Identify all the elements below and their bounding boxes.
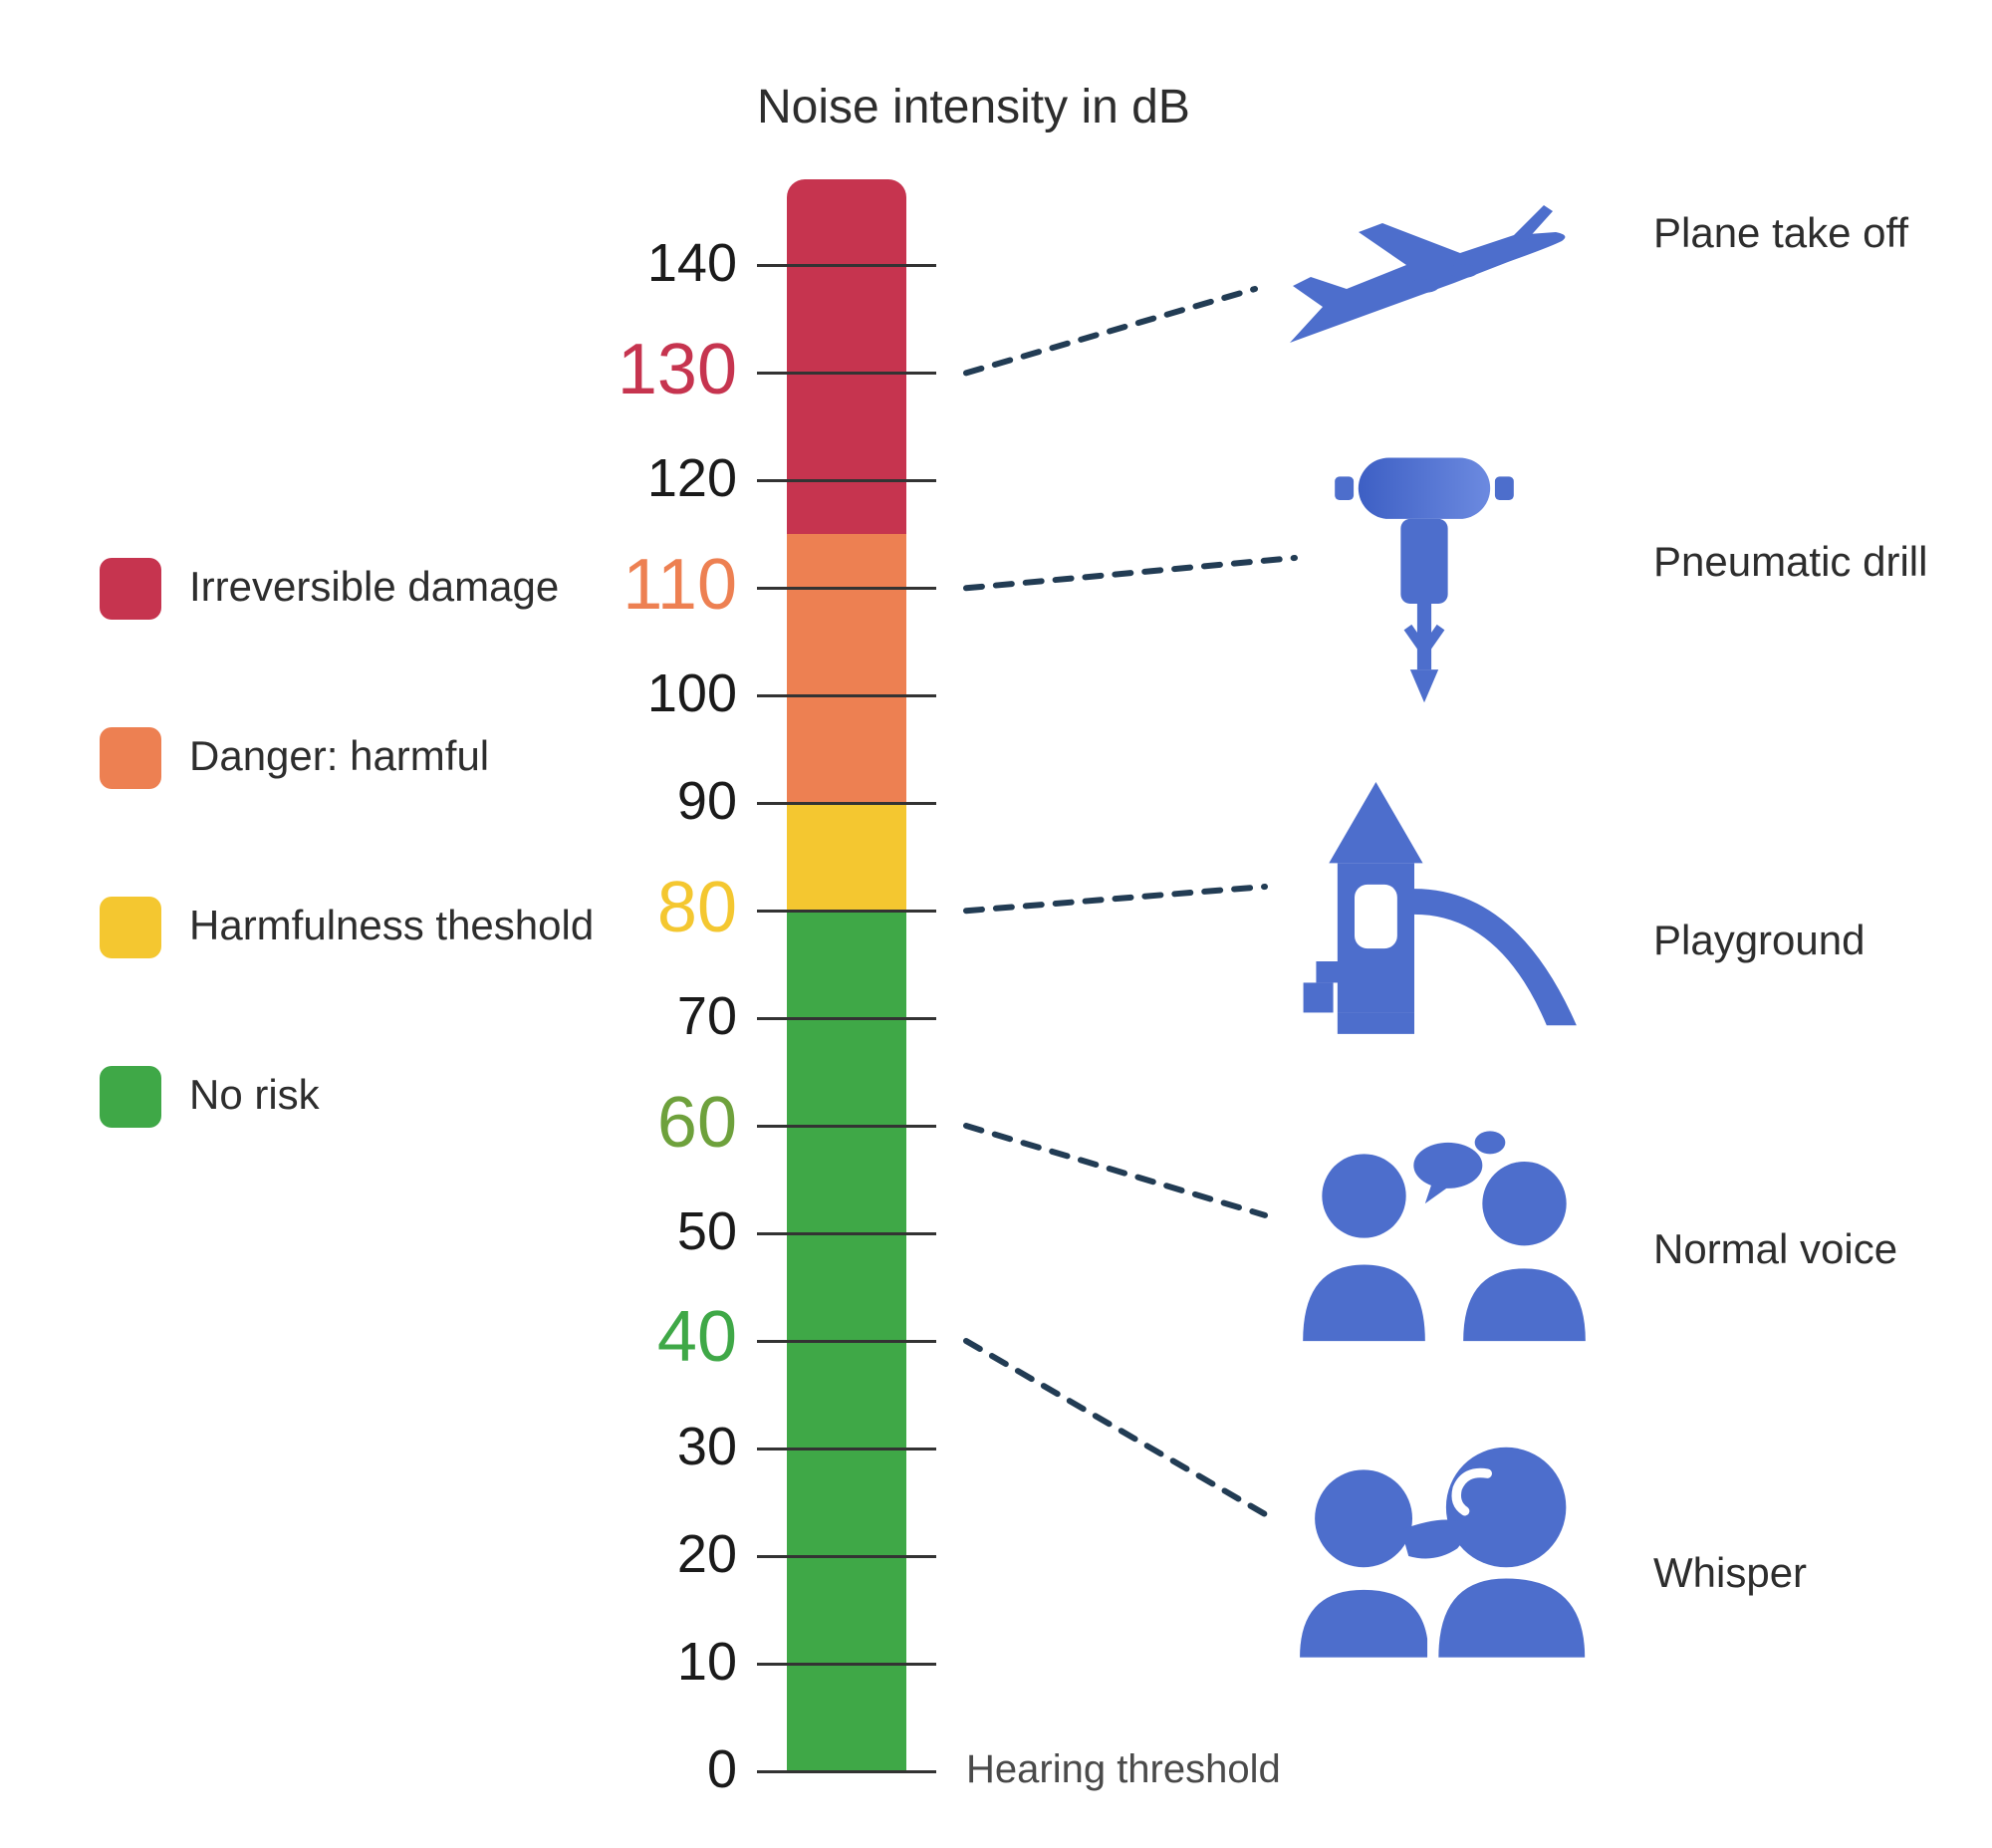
tick-line-90 — [757, 802, 936, 805]
tick-line-120 — [757, 479, 936, 482]
tick-line-60 — [757, 1125, 936, 1128]
tick-label-120: 120 — [0, 447, 737, 509]
connector-whisper — [962, 1337, 1269, 1518]
hearing-threshold-label: Hearing threshold — [966, 1747, 1281, 1792]
tick-label-0: 0 — [0, 1738, 737, 1800]
chart-title: Noise intensity in dB — [757, 80, 1190, 134]
tick-label-70: 70 — [0, 985, 737, 1047]
example-label-voice: Normal voice — [1653, 1225, 1897, 1273]
tick-line-50 — [757, 1232, 936, 1235]
example-label-plane: Plane take off — [1653, 209, 1908, 257]
connector-voice — [962, 1122, 1269, 1219]
legend-label-2: Harmfulness theshold — [189, 902, 594, 949]
tick-label-100: 100 — [0, 662, 737, 724]
playground-icon — [1295, 777, 1594, 1056]
legend-swatch-0 — [100, 558, 161, 620]
zone-harmful — [787, 534, 906, 803]
example-label-drill: Pneumatic drill — [1653, 538, 1927, 586]
example-label-playground: Playground — [1653, 917, 1865, 964]
tick-line-100 — [757, 694, 936, 697]
example-label-whisper: Whisper — [1653, 1549, 1807, 1597]
tick-line-80 — [757, 910, 936, 913]
tick-label-10: 10 — [0, 1631, 737, 1693]
tick-label-30: 30 — [0, 1416, 737, 1477]
whisper-icon — [1285, 1415, 1604, 1664]
tick-line-20 — [757, 1555, 936, 1558]
legend-label-3: No risk — [189, 1071, 320, 1119]
tick-line-140 — [757, 264, 936, 267]
tick-line-10 — [757, 1663, 936, 1666]
tick-label-20: 20 — [0, 1523, 737, 1585]
tick-label-50: 50 — [0, 1200, 737, 1262]
tick-line-130 — [757, 372, 936, 375]
zone-threshold — [787, 803, 906, 911]
legend-swatch-3 — [100, 1066, 161, 1128]
connector-playground — [962, 883, 1269, 915]
tick-line-0 — [757, 1770, 936, 1773]
tick-label-130: 130 — [0, 329, 737, 410]
plane-icon — [1275, 199, 1574, 379]
legend-swatch-2 — [100, 897, 161, 958]
legend-swatch-1 — [100, 727, 161, 789]
legend-label-1: Danger: harmful — [189, 732, 489, 780]
legend-label-0: Irreversible damage — [189, 563, 559, 611]
tick-label-40: 40 — [0, 1296, 737, 1378]
drill-icon — [1325, 448, 1524, 707]
tick-line-70 — [757, 1017, 936, 1020]
connector-plane — [962, 285, 1259, 377]
tick-line-40 — [757, 1340, 936, 1343]
connector-drill — [962, 554, 1299, 592]
voice-icon — [1285, 1116, 1604, 1345]
tick-label-140: 140 — [0, 232, 737, 294]
noise-intensity-infographic: Noise intensity in dB 140130120110100908… — [0, 0, 1992, 1848]
tick-line-30 — [757, 1448, 936, 1451]
tick-line-110 — [757, 587, 936, 590]
